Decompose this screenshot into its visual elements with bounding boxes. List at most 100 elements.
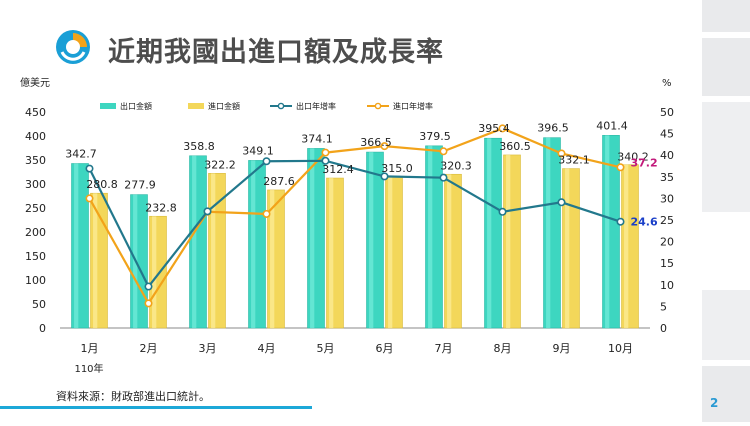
export-bar-highlight (192, 155, 197, 328)
page-title: 近期我國出進口額及成長率 (108, 37, 444, 68)
right-tick-label: 35 (660, 171, 674, 184)
left-tick-label: 200 (25, 226, 46, 239)
legend-import-growth-text: 進口年增率 (393, 101, 433, 111)
legend-import-growth-marker (374, 102, 382, 110)
x-tick-label: 2月 (140, 342, 158, 355)
export-bar-label: 342.7 (65, 148, 97, 161)
export-growth-point (439, 173, 448, 182)
left-tick-label: 150 (25, 250, 46, 263)
right-tick-label: 10 (660, 279, 674, 292)
x-tick-label: 7月 (435, 342, 453, 355)
import-bar-highlight (388, 176, 393, 328)
import-bar-highlight (329, 178, 334, 328)
import-bar-label: 312.4 (322, 163, 354, 176)
import-bar-label: 360.5 (499, 140, 531, 153)
export-bar-label: 366.5 (360, 136, 392, 149)
x-tick-label: 9月 (553, 342, 571, 355)
import-bar-highlight (152, 216, 157, 328)
export-bar-label: 395.4 (478, 122, 510, 135)
import-bar-highlight (270, 189, 275, 328)
import-bar-label: 287.6 (263, 175, 295, 188)
export-bar-highlight (487, 138, 492, 328)
export-bar-label: 401.4 (596, 119, 628, 132)
import-bar-label: 340.2 (617, 151, 649, 164)
export-bar-highlight (310, 148, 315, 328)
import-bar-highlight (506, 154, 511, 328)
x-tick-label: 10月 (608, 342, 633, 355)
export-growth-point (498, 207, 507, 216)
right-tick-label: 0 (660, 322, 667, 335)
export-growth-point (144, 282, 153, 291)
x-year-label: 110年 (74, 362, 103, 375)
page-number: 2 (710, 396, 719, 410)
export-growth-point (616, 217, 625, 226)
right-tick-label: 40 (660, 149, 674, 162)
export-bar-label: 358.8 (183, 140, 215, 153)
import-bar-highlight (211, 173, 216, 328)
right-tick-label: 15 (660, 257, 674, 270)
export-growth-point (380, 172, 389, 181)
import-growth-point (380, 142, 389, 151)
import-growth-point (144, 299, 153, 308)
left-tick-label: 50 (32, 298, 46, 311)
export-growth-point (203, 207, 212, 216)
import-bar-label: 332.1 (558, 154, 590, 167)
left-axis-unit: 億美元 (20, 76, 50, 89)
export-bar-highlight (546, 137, 551, 328)
right-tick-label: 30 (660, 192, 674, 205)
right-tick-label: 45 (660, 128, 674, 141)
export-growth-point (262, 157, 271, 166)
legend-import-amount-text: 進口金額 (208, 101, 240, 111)
import-growth-point (557, 149, 566, 158)
source-underline (0, 406, 312, 409)
left-tick-label: 400 (25, 130, 46, 143)
import-growth-line (88, 127, 621, 306)
import-bar-label: 322.2 (204, 158, 236, 171)
export-growth-line (88, 159, 621, 289)
logo-icon (54, 28, 92, 70)
export-bar-highlight (369, 152, 374, 328)
import-bar-highlight (93, 193, 98, 328)
export-bar-highlight (605, 135, 610, 328)
side-decoration (640, 0, 750, 426)
export-growth-point (85, 164, 94, 173)
right-tick-label: 50 (660, 106, 674, 119)
legend-import-amount-swatch (188, 103, 204, 109)
x-tick-label: 3月 (199, 342, 217, 355)
x-tick-label: 1月 (81, 342, 99, 355)
import-growth-point (616, 163, 625, 172)
x-tick-label: 8月 (494, 342, 512, 355)
export-growth-point (557, 198, 566, 207)
right-tick-label: 20 (660, 236, 674, 249)
export-bar-highlight (74, 163, 79, 328)
import-growth-end-label: 37.2 (631, 156, 658, 169)
source-note: 資料來源：財政部進出口統計。 (56, 390, 210, 403)
import-bar-highlight (624, 164, 629, 328)
export-bar-label: 374.1 (301, 132, 333, 145)
import-bar-highlight (447, 174, 452, 328)
import-growth-point (439, 147, 448, 156)
export-bar-label: 349.1 (242, 144, 274, 157)
left-tick-label: 450 (25, 106, 46, 119)
legend-export-amount-text: 出口金額 (120, 101, 152, 111)
left-tick-label: 0 (39, 322, 46, 335)
import-bar-label: 315.0 (381, 162, 413, 175)
left-tick-label: 300 (25, 178, 46, 191)
right-tick-label: 25 (660, 214, 674, 227)
export-growth-point (321, 156, 330, 165)
export-growth-end-label: 24.6 (631, 216, 658, 229)
import-growth-point (262, 209, 271, 218)
x-tick-label: 6月 (376, 342, 394, 355)
export-bar-highlight (428, 145, 433, 328)
right-tick-label: 5 (660, 300, 667, 313)
x-tick-label: 5月 (317, 342, 335, 355)
import-bar-label: 232.8 (145, 201, 177, 214)
right-axis-unit: % (662, 78, 672, 89)
left-tick-label: 350 (25, 154, 46, 167)
import-growth-point (85, 194, 94, 203)
x-tick-label: 4月 (258, 342, 276, 355)
left-tick-label: 250 (25, 202, 46, 215)
legend-export-amount-swatch (100, 103, 116, 109)
legend-export-growth-marker (277, 102, 285, 110)
